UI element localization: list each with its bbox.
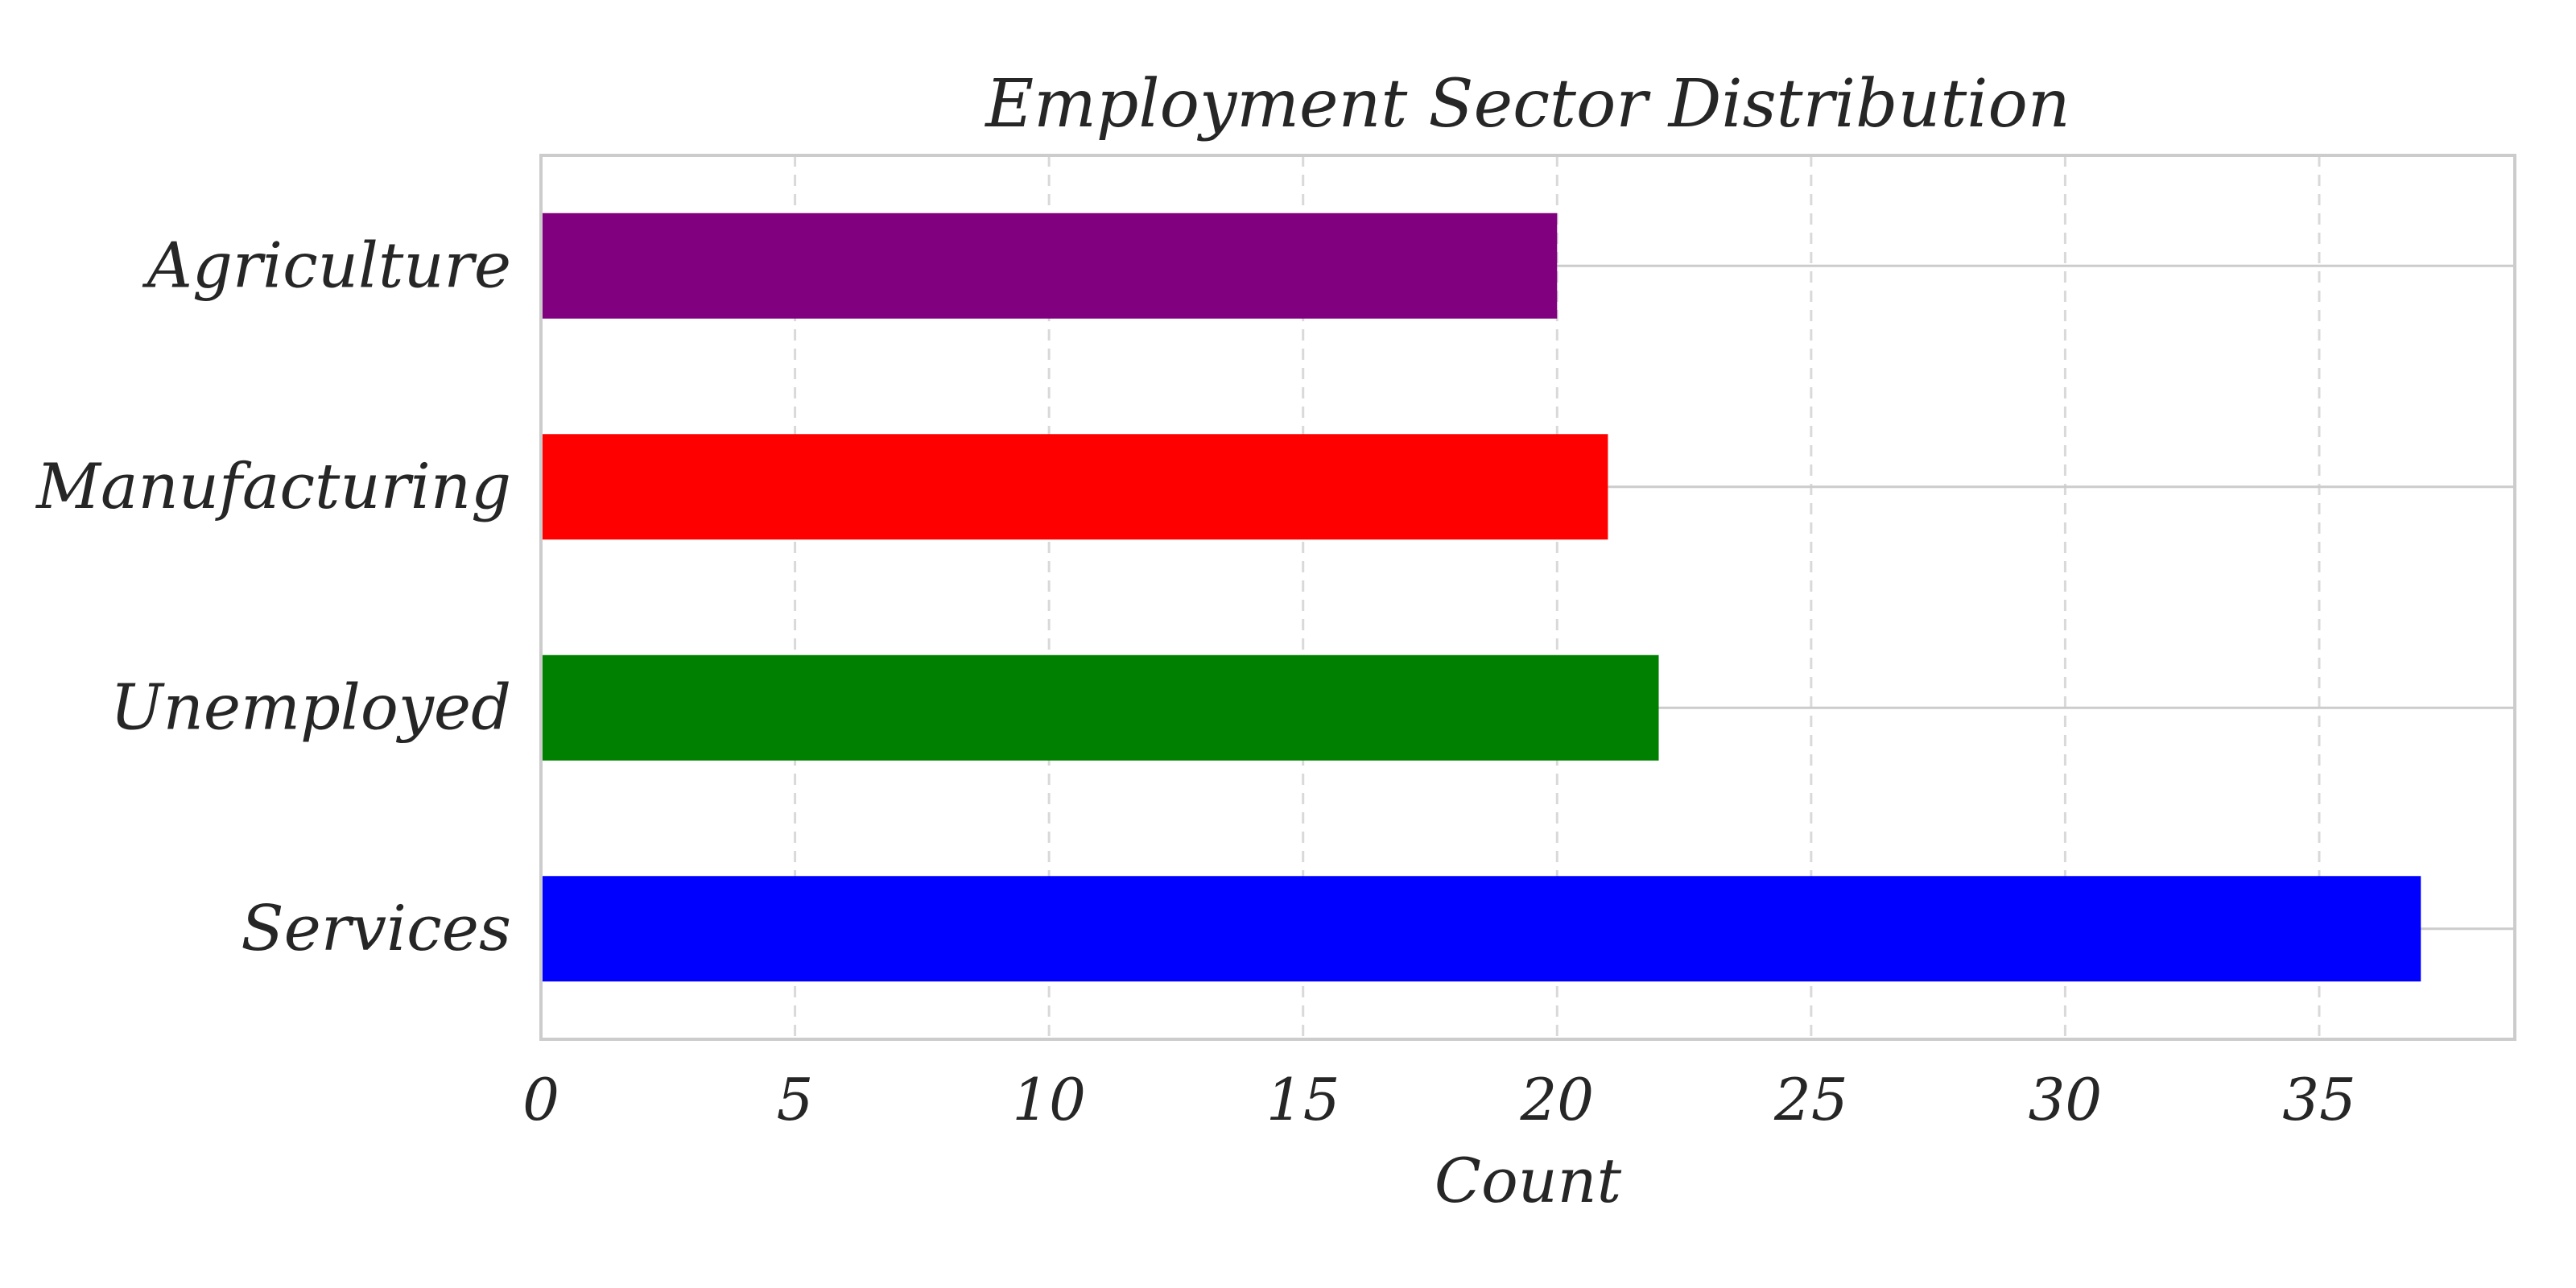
y-category-label-manufacturing: Manufacturing: [35, 451, 511, 523]
x-tick-label-5: 5: [777, 1066, 814, 1133]
y-category-label-agriculture: Agriculture: [142, 229, 511, 302]
x-axis-ticks: 0 5 10 15 20 25 30 35: [522, 1066, 2356, 1133]
x-tick-label-15: 15: [1266, 1066, 1340, 1133]
y-category-label-unemployed: Unemployed: [110, 671, 511, 744]
y-category-label-services: Services: [241, 893, 511, 965]
x-axis-label: Count: [1435, 1145, 1622, 1216]
bar-unemployed: [541, 654, 1659, 761]
x-tick-label-30: 30: [2029, 1066, 2103, 1133]
bar-manufacturing: [541, 434, 1608, 540]
x-tick-label-20: 20: [1519, 1066, 1594, 1133]
bar-layer: [541, 213, 2421, 982]
x-tick-label-25: 25: [1773, 1066, 1848, 1133]
plot-frame: [539, 154, 2516, 1041]
y-axis-category-labels: Services Unemployed Manufacturing Agricultu…: [35, 229, 511, 965]
chart-title: Employment Sector Distribution: [984, 66, 2070, 142]
bar-services: [541, 876, 2421, 982]
x-tick-label-0: 0: [522, 1066, 559, 1133]
category-guide-layer: [1557, 264, 2515, 931]
x-tick-label-35: 35: [2282, 1066, 2356, 1133]
x-tick-label-10: 10: [1012, 1066, 1086, 1133]
bar-agriculture: [541, 213, 1558, 319]
